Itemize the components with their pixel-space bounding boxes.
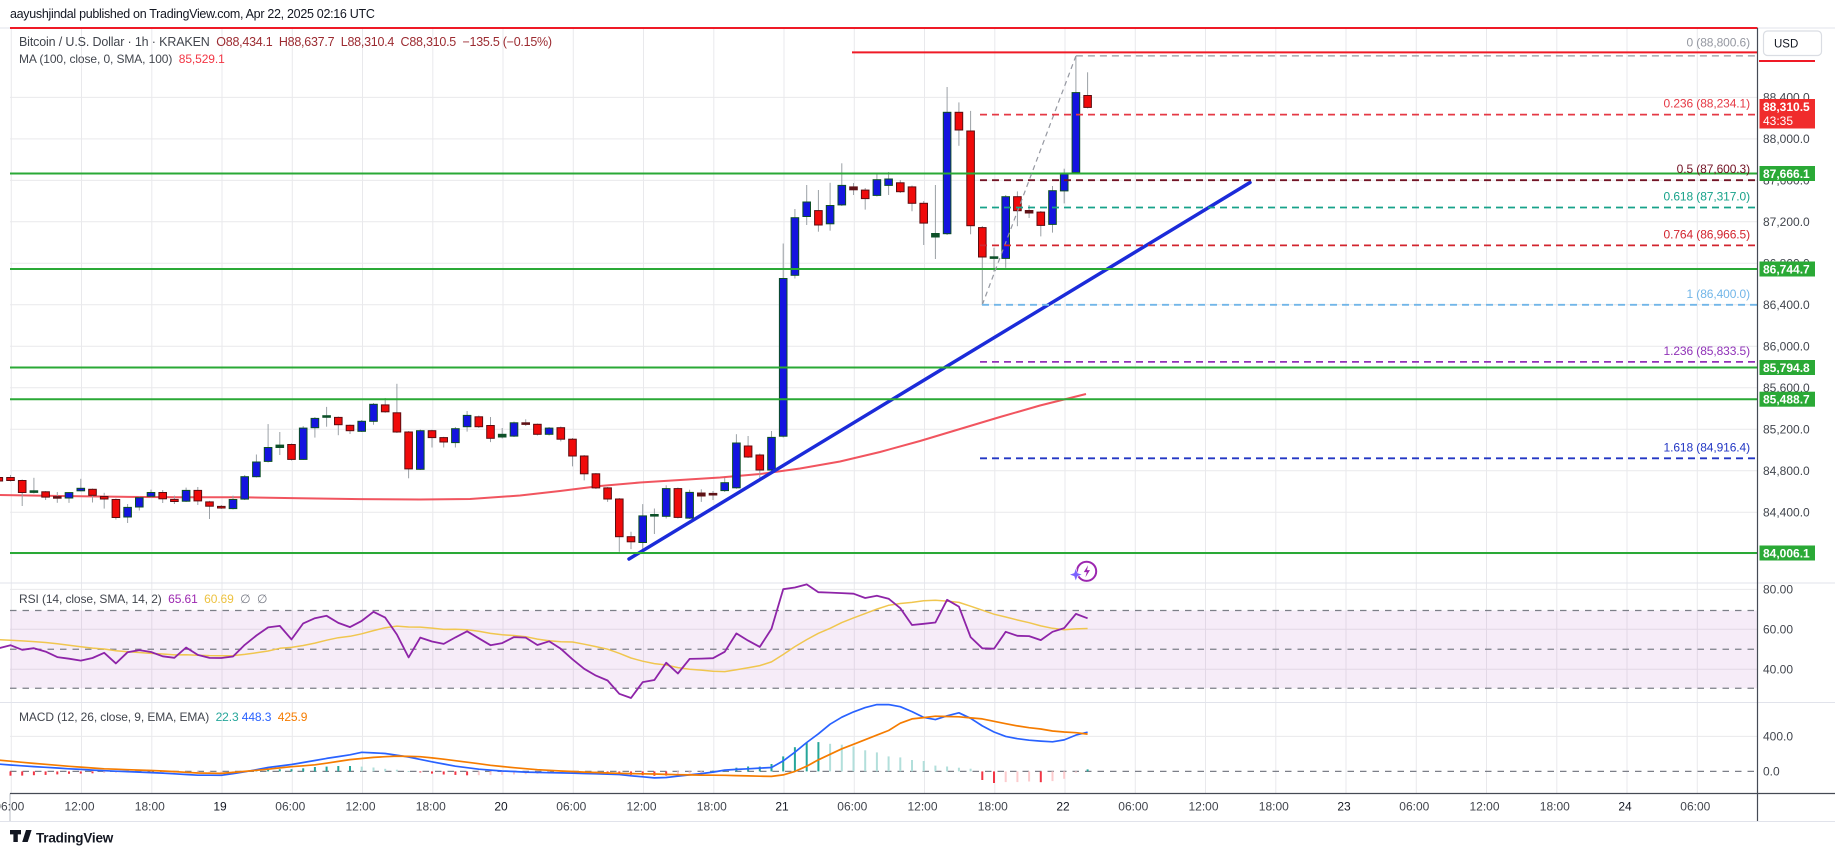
svg-text:40.00: 40.00 — [1763, 662, 1793, 676]
svg-text:87,666.1: 87,666.1 — [1763, 167, 1810, 181]
svg-text:0.0: 0.0 — [1763, 765, 1780, 779]
svg-text:400.0: 400.0 — [1763, 730, 1793, 744]
svg-text:1 (86,400.0): 1 (86,400.0) — [1686, 287, 1750, 301]
svg-text:60.00: 60.00 — [1763, 623, 1793, 637]
svg-text:18:00: 18:00 — [1540, 800, 1570, 814]
svg-text:0.5 (87,600.3): 0.5 (87,600.3) — [1677, 162, 1750, 176]
svg-text:0 (88,800.6): 0 (88,800.6) — [1686, 35, 1750, 49]
svg-text:06:00: 06:00 — [1399, 800, 1429, 814]
svg-text:23: 23 — [1337, 800, 1351, 814]
svg-text:84,006.1: 84,006.1 — [1763, 546, 1810, 560]
svg-text:TradingView: TradingView — [36, 831, 114, 846]
svg-text:12:00: 12:00 — [626, 800, 656, 814]
svg-text:85,488.7: 85,488.7 — [1763, 393, 1810, 407]
svg-text:84,400.0: 84,400.0 — [1763, 505, 1810, 519]
svg-text:18:00: 18:00 — [1259, 800, 1289, 814]
svg-text:0.618 (87,317.0): 0.618 (87,317.0) — [1664, 190, 1751, 204]
svg-text:20: 20 — [494, 800, 508, 814]
svg-text:0.236 (88,234.1): 0.236 (88,234.1) — [1664, 97, 1751, 111]
svg-text:06:00: 06:00 — [275, 800, 305, 814]
svg-text:18:00: 18:00 — [416, 800, 446, 814]
svg-text:12:00: 12:00 — [1188, 800, 1218, 814]
svg-text:06:00: 06:00 — [837, 800, 867, 814]
svg-text:86,000.0: 86,000.0 — [1763, 339, 1810, 353]
svg-text:22: 22 — [1056, 800, 1070, 814]
svg-text:87,200.0: 87,200.0 — [1763, 215, 1810, 229]
svg-text:0.764 (86,966.5): 0.764 (86,966.5) — [1664, 227, 1751, 241]
svg-text:06:00: 06:00 — [556, 800, 586, 814]
svg-text:88,310.5: 88,310.5 — [1763, 100, 1810, 114]
svg-text:86,744.7: 86,744.7 — [1763, 262, 1810, 276]
svg-text:12:00: 12:00 — [345, 800, 375, 814]
svg-text:18:00: 18:00 — [978, 800, 1008, 814]
svg-text:24: 24 — [1618, 800, 1632, 814]
svg-text:12:00: 12:00 — [64, 800, 94, 814]
svg-text:86,400.0: 86,400.0 — [1763, 298, 1810, 312]
svg-text:19: 19 — [213, 800, 227, 814]
svg-text:12:00: 12:00 — [1469, 800, 1499, 814]
svg-text:12:00: 12:00 — [907, 800, 937, 814]
svg-text:18:00: 18:00 — [697, 800, 727, 814]
svg-text:1.618 (84,916.4): 1.618 (84,916.4) — [1664, 440, 1751, 454]
svg-text:43:35: 43:35 — [1763, 114, 1793, 128]
svg-text:06:00: 06:00 — [1118, 800, 1148, 814]
svg-text:21: 21 — [775, 800, 789, 814]
svg-text:88,000.0: 88,000.0 — [1763, 132, 1810, 146]
svg-text:18:00: 18:00 — [135, 800, 165, 814]
svg-text:85,600.0: 85,600.0 — [1763, 381, 1810, 395]
svg-text:06:00: 06:00 — [0, 800, 25, 814]
svg-text:84,800.0: 84,800.0 — [1763, 464, 1810, 478]
svg-text:1.236 (85,833.5): 1.236 (85,833.5) — [1664, 344, 1751, 358]
svg-text:85,200.0: 85,200.0 — [1763, 422, 1810, 436]
svg-text:85,794.8: 85,794.8 — [1763, 361, 1810, 375]
svg-text:USD: USD — [1774, 39, 1798, 51]
svg-text:06:00: 06:00 — [1680, 800, 1710, 814]
svg-text:80.00: 80.00 — [1763, 583, 1793, 597]
